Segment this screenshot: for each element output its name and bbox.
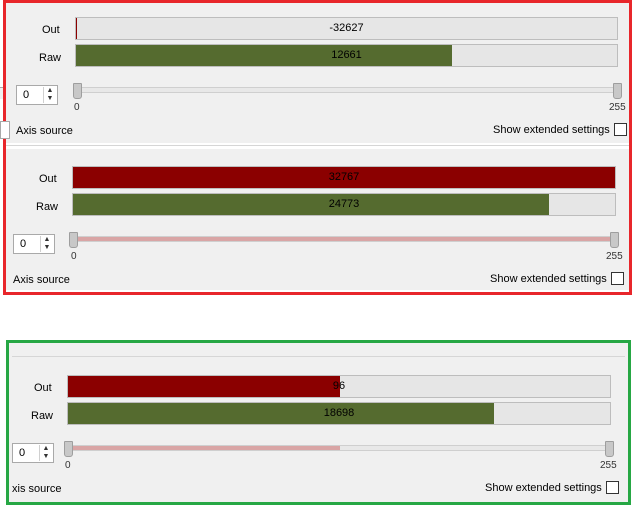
cut-off-label-fragment — [0, 87, 3, 99]
deadzone-slider-track[interactable] — [80, 87, 617, 93]
raw-label: Raw — [36, 201, 59, 213]
out-label: Out — [34, 382, 52, 394]
slider-min-handle[interactable] — [73, 83, 82, 99]
raw-bar-fill — [73, 194, 549, 215]
spin-down-icon[interactable]: ▼ — [43, 244, 51, 251]
deadzone-slider-track[interactable] — [71, 445, 609, 451]
deadzone-slider-fill — [72, 446, 340, 450]
show-extended-label: Show extended settings — [490, 273, 607, 285]
spin-down-icon[interactable]: ▼ — [42, 453, 50, 460]
slider-max-handle[interactable] — [610, 232, 619, 248]
raw-value: 12661 — [331, 49, 362, 61]
slider-max-handle[interactable] — [613, 83, 622, 99]
show-extended-checkbox[interactable] — [606, 481, 619, 494]
spinbox-buttons: ▲ ▼ — [40, 236, 53, 252]
out-value: 32767 — [328, 171, 360, 183]
axis-source-label: Axis source — [16, 125, 73, 137]
raw-bar-fill — [68, 403, 494, 424]
spinbox-buttons: ▲ ▼ — [39, 445, 52, 461]
spin-up-icon[interactable]: ▲ — [46, 87, 54, 94]
out-bar: -32627 — [75, 17, 618, 40]
slider-min-label: 0 — [74, 102, 80, 113]
axis-source-label: xis source — [12, 483, 62, 495]
slider-max-handle[interactable] — [605, 441, 614, 457]
deadzone-value: 0 — [19, 447, 26, 459]
out-value: 96 — [332, 380, 346, 392]
spin-down-icon[interactable]: ▼ — [46, 95, 54, 102]
deadzone-spinbox[interactable]: 0 ▲ ▼ — [13, 234, 55, 254]
slider-min-handle[interactable] — [64, 441, 73, 457]
green-highlight-frame — [6, 340, 631, 505]
axis-source-label: Axis source — [13, 274, 70, 286]
out-bar-fill — [76, 18, 77, 39]
deadzone-spinbox[interactable]: 0 ▲ ▼ — [16, 85, 58, 105]
show-extended-label: Show extended settings — [485, 482, 602, 494]
deadzone-spinbox[interactable]: 0 ▲ ▼ — [12, 443, 54, 463]
raw-label: Raw — [39, 52, 62, 64]
red-highlight-frame — [3, 0, 632, 295]
spinbox-buttons: ▲ ▼ — [43, 87, 56, 103]
out-bar-fill — [73, 167, 615, 188]
out-value: -32627 — [329, 22, 364, 34]
deadzone-value: 0 — [20, 238, 27, 250]
show-extended-checkbox[interactable] — [614, 123, 627, 136]
spin-up-icon[interactable]: ▲ — [43, 236, 51, 243]
slider-max-label: 255 — [600, 460, 617, 471]
out-label: Out — [42, 24, 60, 36]
raw-bar: 18698 — [67, 402, 611, 425]
slider-min-handle[interactable] — [69, 232, 78, 248]
raw-value: 24773 — [328, 198, 360, 210]
deadzone-slider-fill — [77, 237, 613, 241]
out-label: Out — [39, 173, 57, 185]
raw-value: 18698 — [323, 407, 355, 419]
raw-bar: 24773 — [72, 193, 616, 216]
out-bar: 32767 — [72, 166, 616, 189]
deadzone-value: 0 — [23, 89, 30, 101]
raw-bar: 12661 — [75, 44, 618, 67]
show-extended-label: Show extended settings — [493, 124, 610, 136]
axis-source-combo-edge[interactable] — [0, 121, 10, 139]
slider-max-label: 255 — [606, 251, 623, 262]
slider-max-label: 255 — [609, 102, 626, 113]
slider-min-label: 0 — [65, 460, 71, 471]
spin-up-icon[interactable]: ▲ — [42, 445, 50, 452]
raw-label: Raw — [31, 410, 54, 422]
panel-top-separator — [12, 356, 625, 357]
show-extended-checkbox[interactable] — [611, 272, 624, 285]
panel-separator — [6, 145, 629, 146]
deadzone-slider-track[interactable] — [76, 236, 614, 242]
out-bar-fill — [68, 376, 340, 397]
slider-min-label: 0 — [71, 251, 77, 262]
out-bar: 96 — [67, 375, 611, 398]
raw-bar-fill — [76, 45, 452, 66]
